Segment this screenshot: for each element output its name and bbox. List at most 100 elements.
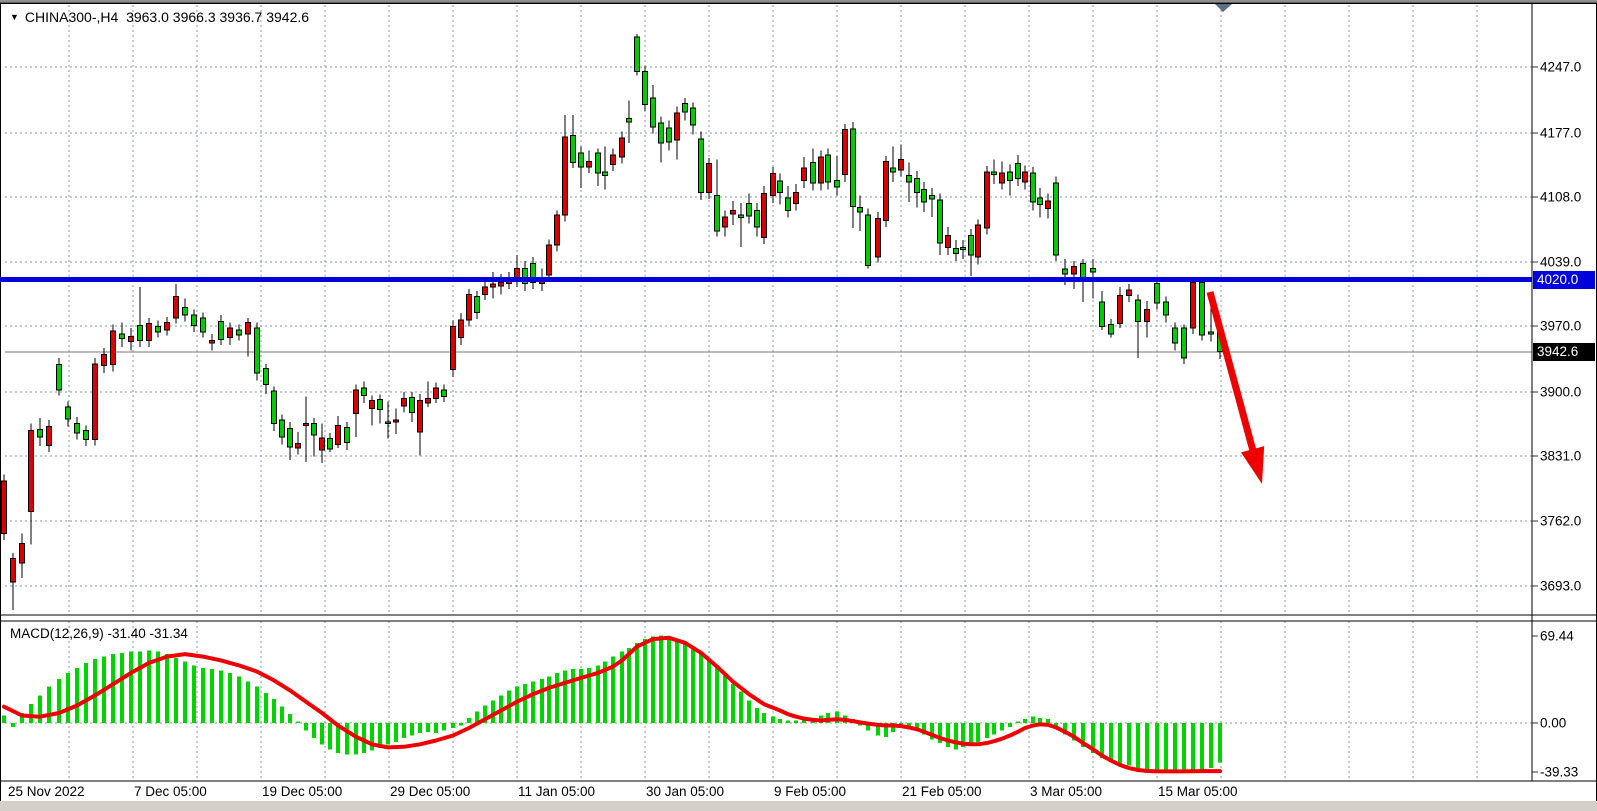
price-axis-label: 4247.0 [1540, 59, 1582, 75]
time-axis-label: 7 Dec 05:00 [134, 784, 207, 799]
macd-histogram-bar [201, 667, 205, 723]
macd-histogram-bar [1081, 723, 1085, 747]
current-price-tag: 3942.6 [1533, 343, 1595, 361]
macd-histogram-bar [762, 712, 766, 723]
candle-bullish [1, 480, 7, 534]
macd-histogram-bar [434, 723, 438, 734]
candle-bullish [1126, 289, 1132, 296]
macd-histogram-bar [111, 654, 115, 723]
macd-histogram-bar [1191, 723, 1195, 770]
macd-histogram-bar [320, 723, 324, 745]
candle-bullish [999, 172, 1005, 184]
candle-bearish [218, 321, 224, 340]
candle-bullish [1144, 308, 1150, 323]
candle-bullish [466, 294, 472, 321]
candle-bearish [1037, 197, 1043, 206]
macd-histogram-bar [410, 723, 414, 736]
candle-bullish [110, 330, 116, 366]
candle-bullish [1045, 200, 1051, 209]
candle-bearish [271, 390, 277, 425]
macd-histogram-bar [174, 657, 178, 723]
candle-bearish [1062, 268, 1068, 275]
price-axis-label: 3970.0 [1540, 318, 1582, 334]
macd-histogram-bar [11, 723, 15, 727]
macd-histogram-bar [1008, 723, 1012, 727]
macd-histogram-bar [370, 723, 374, 751]
candle-bearish [474, 295, 480, 313]
candle-bullish [706, 162, 712, 193]
macd-histogram-bar [246, 681, 250, 723]
macd-histogram-bar [84, 662, 88, 723]
candle-bearish [1154, 282, 1160, 304]
candle-bullish [209, 339, 215, 344]
candle-bullish [482, 286, 488, 296]
candle-bearish [155, 325, 161, 333]
price-axis-label: 3762.0 [1540, 513, 1582, 529]
window-top-border [0, 0, 1597, 3]
candle-bearish [602, 171, 608, 177]
candle-bullish [562, 136, 568, 216]
top-marker-triangle-icon [1215, 4, 1232, 12]
time-axis-label: 21 Feb 05:00 [902, 784, 982, 799]
candle-bearish [409, 397, 415, 413]
macd-histogram-bar [930, 723, 934, 740]
time-axis-label: 15 Mar 05:00 [1158, 784, 1238, 799]
macd-histogram-bar [483, 705, 487, 723]
macd-histogram-bar [876, 723, 880, 736]
macd-histogram-bar [418, 723, 422, 734]
price-axis-label: 3900.0 [1540, 384, 1582, 400]
candle-bullish [945, 235, 951, 249]
macd-histogram-bar [755, 707, 759, 723]
candle-bullish [458, 319, 464, 339]
macd-histogram-bar [129, 651, 133, 723]
candle-bearish [361, 387, 367, 397]
candle-bearish [1199, 281, 1205, 336]
macd-histogram-bar [555, 672, 559, 723]
candle-bearish [825, 154, 831, 183]
macd-histogram-bar [1173, 723, 1177, 771]
candle-bearish [834, 179, 840, 188]
candle-bullish [586, 161, 592, 168]
macd-histogram-bar [596, 665, 600, 723]
macd-histogram-bar [280, 706, 284, 723]
macd-histogram-bar [976, 723, 980, 742]
candle-bearish [850, 128, 856, 208]
candle-bearish [777, 180, 783, 193]
macd-histogram-bar [961, 723, 965, 747]
candle-bearish [690, 107, 696, 126]
candle-bearish [1090, 267, 1096, 273]
trend-arrow-shaft[interactable] [1206, 291, 1258, 456]
macd-histogram-bar [667, 637, 671, 723]
candle-bullish [818, 156, 824, 184]
macd-histogram-bar [192, 665, 196, 723]
candle-bearish [1135, 299, 1141, 323]
candle-bullish [101, 353, 107, 367]
candle-bearish [991, 171, 997, 176]
candle-bearish [182, 307, 188, 316]
macd-histogram-bar [1182, 723, 1186, 771]
candle-bullish [450, 325, 456, 370]
macd-histogram-bar [643, 639, 647, 723]
macd-histogram-bar [523, 684, 527, 723]
macd-histogram-bar [467, 717, 471, 723]
macd-histogram-bar [969, 723, 973, 745]
macd-histogram-bar [1218, 723, 1222, 763]
candle-bullish [842, 129, 848, 176]
ohlc-readout: 3963.0 3966.3 3936.7 3942.6 [126, 9, 310, 25]
candle-bearish [441, 389, 447, 398]
macd-histogram-bar [954, 723, 958, 750]
macd-axis-label: 0.00 [1540, 715, 1567, 731]
window-bottom-border [0, 801, 1597, 811]
macd-histogram-bar [985, 723, 989, 739]
candle-bearish [263, 367, 269, 385]
macd-histogram-bar [156, 651, 160, 723]
candle-bearish [1181, 327, 1187, 359]
time-axis-label: 11 Jan 05:00 [518, 784, 596, 799]
macd-histogram-bar [288, 714, 292, 723]
trend-arrow-head[interactable] [1241, 446, 1265, 484]
candle-bullish [319, 437, 325, 451]
symbol-dropdown-icon[interactable]: ▼ [10, 12, 19, 22]
candle-bullish [1022, 171, 1028, 183]
